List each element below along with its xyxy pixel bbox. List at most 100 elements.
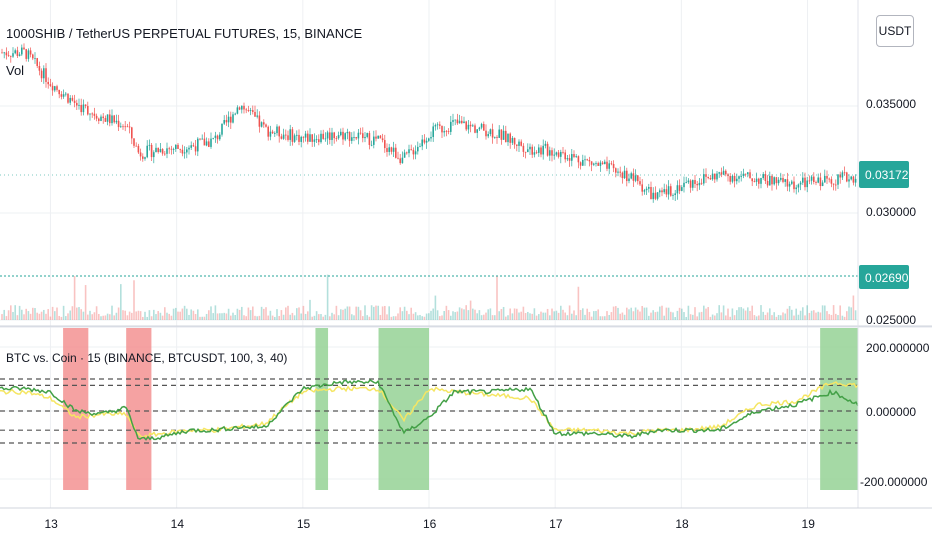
volume-bar bbox=[307, 311, 309, 320]
candle bbox=[144, 156, 146, 161]
volume-bar bbox=[399, 307, 401, 320]
volume-bar bbox=[641, 305, 643, 320]
volume-bar bbox=[619, 313, 621, 320]
volume-bar bbox=[34, 308, 36, 320]
candle bbox=[201, 134, 203, 140]
candle bbox=[685, 176, 687, 184]
candle bbox=[529, 143, 531, 155]
candle bbox=[326, 130, 329, 145]
volume-bar bbox=[852, 295, 855, 320]
volume-bar bbox=[584, 314, 586, 320]
volume-bar bbox=[766, 312, 769, 320]
candle bbox=[650, 181, 652, 200]
candle bbox=[34, 52, 36, 64]
volume-bar bbox=[245, 316, 247, 320]
candle bbox=[593, 162, 595, 167]
candle bbox=[324, 132, 327, 142]
volume-bar bbox=[615, 306, 617, 320]
volume-bar bbox=[513, 308, 516, 320]
volume-line-badge: 0.026903 bbox=[859, 265, 915, 289]
volume-bar bbox=[192, 310, 195, 320]
volume-bar bbox=[535, 315, 538, 320]
price-tick-label: 0.030000 bbox=[866, 205, 916, 219]
candle bbox=[474, 123, 476, 134]
candle bbox=[489, 128, 492, 137]
volume-bar bbox=[230, 315, 232, 320]
volume-bar bbox=[511, 313, 514, 320]
candle bbox=[36, 57, 38, 69]
candle bbox=[549, 146, 551, 161]
candle bbox=[401, 151, 404, 164]
indicator-tick-label: 200.000000 bbox=[866, 341, 930, 355]
candle bbox=[100, 114, 102, 122]
candle bbox=[67, 93, 69, 104]
volume-bar bbox=[115, 312, 118, 320]
volume-bar bbox=[562, 309, 564, 320]
volume-bar bbox=[351, 314, 353, 320]
volume-bar bbox=[630, 307, 632, 320]
candle bbox=[335, 135, 338, 142]
volume-bar bbox=[791, 309, 793, 320]
volume-bar bbox=[828, 314, 830, 320]
volume-bar bbox=[368, 316, 371, 320]
candle bbox=[27, 48, 30, 62]
candle bbox=[219, 132, 221, 141]
candle bbox=[498, 125, 500, 139]
volume-bar bbox=[285, 307, 287, 320]
candle bbox=[302, 136, 305, 143]
candle bbox=[813, 172, 815, 185]
candle bbox=[762, 172, 764, 180]
volume-bar bbox=[474, 309, 476, 320]
candle bbox=[362, 127, 364, 143]
volume-bar bbox=[401, 311, 404, 320]
volume-bar bbox=[166, 312, 168, 320]
volume-bar bbox=[95, 306, 98, 320]
candle bbox=[351, 132, 353, 144]
candle bbox=[557, 150, 560, 159]
currency-button[interactable]: USDT bbox=[876, 15, 914, 47]
volume-bar bbox=[742, 308, 745, 320]
candle bbox=[828, 177, 830, 183]
candle bbox=[47, 77, 49, 89]
volume-bar bbox=[553, 311, 555, 320]
volume-bar bbox=[698, 312, 701, 320]
candle bbox=[590, 161, 593, 172]
volume-bar bbox=[27, 311, 30, 320]
candle bbox=[304, 130, 307, 142]
volume-bar bbox=[775, 316, 778, 320]
candle bbox=[632, 168, 635, 188]
indicator-title[interactable]: BTC vs. Coin · 15 (BINANCE, BTCUSDT, 100… bbox=[6, 351, 287, 365]
volume-bar bbox=[500, 309, 503, 320]
volume-legend[interactable]: Vol bbox=[6, 63, 24, 78]
candle bbox=[560, 149, 562, 164]
volume-bar bbox=[263, 308, 265, 320]
volume-bar bbox=[773, 312, 775, 320]
volume-bar bbox=[93, 312, 96, 320]
candle bbox=[245, 107, 247, 114]
volume-bar bbox=[744, 310, 747, 320]
candle bbox=[190, 141, 192, 150]
candle bbox=[340, 128, 342, 137]
volume-bar bbox=[813, 310, 815, 320]
volume-bar bbox=[597, 309, 599, 320]
candle bbox=[542, 139, 544, 160]
candle bbox=[797, 183, 800, 193]
volume-bar bbox=[678, 307, 681, 320]
candle bbox=[564, 149, 566, 163]
candle bbox=[520, 139, 522, 147]
volume-bar bbox=[593, 311, 595, 320]
volume-bar bbox=[412, 313, 415, 320]
time-axis[interactable]: 13 14 15 16 17 18 19 bbox=[44, 517, 815, 531]
volume-bar bbox=[366, 315, 368, 320]
symbol-title[interactable]: 1000SHIB / TetherUS PERPETUAL FUTURES, 1… bbox=[6, 26, 363, 41]
volume-bar bbox=[260, 306, 263, 320]
candle bbox=[199, 138, 201, 141]
candle bbox=[249, 107, 252, 116]
volume-bar bbox=[487, 309, 489, 320]
candle bbox=[346, 128, 349, 140]
candle bbox=[93, 107, 96, 120]
candle bbox=[122, 124, 124, 130]
candle bbox=[247, 105, 250, 113]
volume-bar bbox=[659, 306, 661, 320]
